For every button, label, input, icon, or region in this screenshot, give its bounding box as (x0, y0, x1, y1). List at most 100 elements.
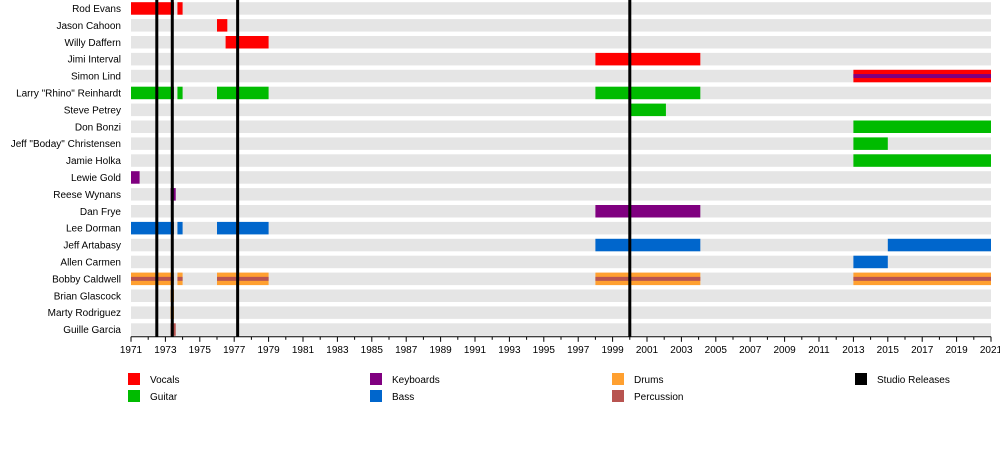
member-labels: Rod Evans Jason Cahoon Willy Daffern Jimi I… (11, 4, 122, 336)
membership-bar-inner (595, 276, 701, 281)
year-gridlines (130, 336, 992, 342)
row-background (131, 2, 991, 15)
membership-bars (131, 2, 991, 336)
row-background (131, 36, 991, 49)
membership-bar (595, 238, 701, 252)
row-background (131, 103, 991, 117)
row-background (131, 86, 991, 100)
membership-bar (595, 205, 701, 218)
x-tick-label: 1997 (567, 345, 590, 356)
x-tick-label: 2003 (670, 345, 693, 356)
member-name: Jimi Interval (68, 55, 121, 66)
membership-bar (177, 221, 183, 235)
membership-bar (853, 137, 888, 150)
row-background (131, 188, 991, 201)
member-name: Jason Cahoon (57, 21, 122, 32)
member-name: Jeff Artabasy (63, 241, 121, 252)
legend-swatch (370, 373, 382, 385)
year-axis: 1971 1973 1975 1977 1979 1981 1983 1985 1987 1989… (120, 336, 1000, 356)
membership-bar (177, 86, 183, 100)
membership-bar (131, 86, 174, 100)
legend-swatch (128, 373, 140, 385)
legend-label: Studio Releases (877, 375, 950, 386)
member-name: Lee Dorman (66, 224, 121, 235)
member-name: Rod Evans (72, 4, 121, 15)
legend-label: Percussion (634, 392, 683, 403)
x-tick-label: 1985 (361, 345, 384, 356)
x-tick-label: 1975 (189, 345, 212, 356)
row-background (131, 272, 991, 286)
legend-label: Drums (634, 375, 663, 386)
membership-bar (177, 2, 183, 15)
member-name: Bobby Caldwell (52, 274, 121, 285)
legend-swatch (612, 373, 624, 385)
membership-bar (887, 238, 991, 252)
studio-release-lines (155, 0, 632, 337)
member-name: Guille Garcia (63, 325, 121, 336)
legend-swatch (855, 373, 867, 385)
x-tick-label: 1989 (429, 345, 452, 356)
x-tick-label: 1981 (292, 345, 315, 356)
row-background (131, 255, 991, 269)
membership-bar (131, 221, 174, 235)
row-background (131, 289, 991, 302)
membership-bar-inner (217, 276, 269, 281)
legend-label: Keyboards (392, 375, 440, 386)
row-backgrounds (131, 2, 991, 336)
row-background (131, 306, 991, 319)
row-background (131, 221, 991, 235)
member-name: Lewie Gold (71, 173, 121, 184)
legend-label: Guitar (150, 392, 178, 403)
membership-bar (853, 255, 888, 269)
row-background (131, 238, 991, 252)
row-background (131, 69, 991, 83)
row-background (131, 52, 991, 66)
x-tick-label: 1971 (120, 345, 143, 356)
legend-swatch (612, 390, 624, 402)
x-tick-label: 2021 (980, 345, 1000, 356)
membership-bar (595, 86, 701, 100)
membership-bar (217, 86, 269, 100)
member-name: Jeff "Boday" Christensen (11, 139, 121, 150)
membership-bar (853, 154, 991, 167)
x-tick-label: 1999 (601, 345, 624, 356)
x-tick-label: 2005 (705, 345, 728, 356)
row-background (131, 137, 991, 150)
x-tick-label: 2015 (877, 345, 900, 356)
row-background (131, 19, 991, 32)
member-name: Allen Carmen (60, 257, 121, 268)
membership-bar (629, 103, 666, 117)
member-name: Marty Rodriguez (48, 308, 121, 319)
x-tick-label: 1991 (464, 345, 487, 356)
legend-label: Bass (392, 392, 414, 403)
x-tick-label: 1977 (223, 345, 246, 356)
row-background (131, 205, 991, 218)
x-tick-label: 2007 (739, 345, 762, 356)
x-tick-label: 2013 (842, 345, 865, 356)
x-tick-label: 2001 (636, 345, 659, 356)
member-name: Jamie Holka (66, 156, 121, 167)
membership-bar (131, 2, 174, 15)
member-name: Dan Frye (80, 207, 122, 218)
x-tick-label: 2017 (911, 345, 934, 356)
row-background (131, 323, 991, 336)
x-tick-label: 1979 (257, 345, 280, 356)
member-name: Larry "Rhino" Reinhardt (16, 88, 121, 99)
membership-bar-inner (853, 74, 991, 79)
membership-bar (131, 171, 140, 184)
x-tick-label: 2019 (945, 345, 968, 356)
member-name: Reese Wynans (53, 190, 121, 201)
membership-bar-inner (131, 276, 174, 281)
x-tick-label: 2011 (808, 345, 830, 356)
membership-bar (853, 120, 991, 133)
x-tick-label: 2009 (773, 345, 796, 356)
legend: Vocals Guitar Keyboards Bass Drums Percussion… (128, 373, 950, 403)
x-tick-label: 1995 (533, 345, 556, 356)
membership-bar (595, 52, 701, 66)
row-background (131, 154, 991, 167)
member-name: Don Bonzi (75, 122, 121, 133)
membership-bar (217, 221, 269, 235)
x-tick-label: 1973 (154, 345, 177, 356)
membership-bar-inner (177, 276, 183, 281)
